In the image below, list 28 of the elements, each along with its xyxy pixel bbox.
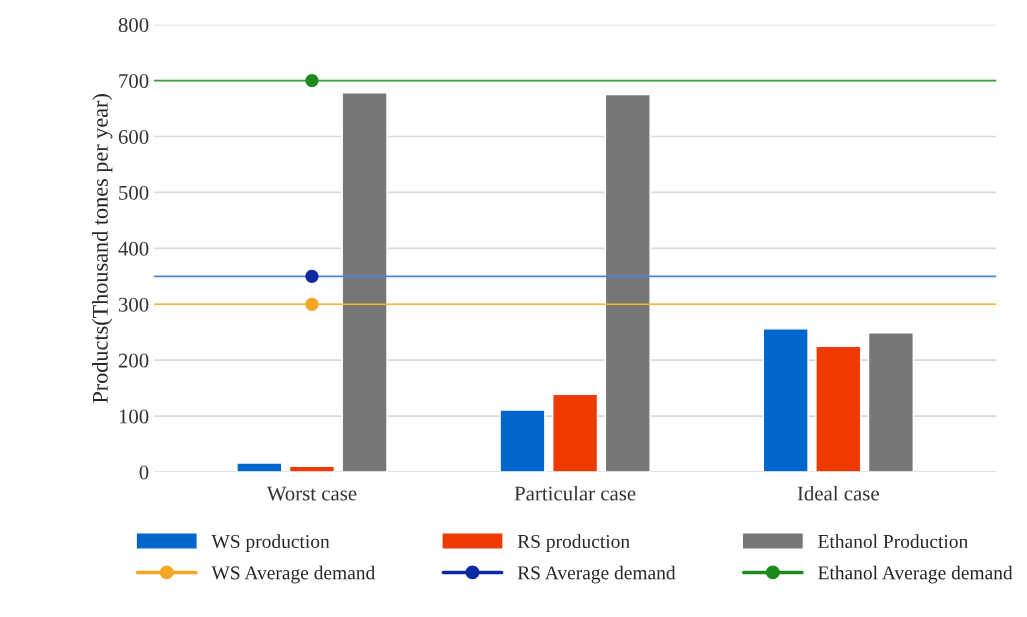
bar — [867, 332, 914, 473]
bar — [288, 465, 336, 473]
bar — [815, 345, 862, 473]
y-tick-label: 500 — [119, 185, 149, 200]
legend-label: WS production — [211, 534, 330, 552]
y-tick-label: 400 — [118, 241, 149, 256]
y-axis-title: Products(Thousand tones per year) — [92, 94, 113, 403]
legend-label: WS Average demand — [211, 565, 376, 584]
bar — [236, 462, 283, 473]
legend-label: Ethanol Production — [818, 534, 968, 549]
x-tick-label: Particular case — [514, 485, 636, 501]
x-tick-label: Worst case — [266, 486, 357, 501]
bar — [552, 393, 599, 473]
legend-label: Ethanol Average demand — [818, 565, 1013, 584]
bar — [499, 409, 546, 473]
legend-label: RS production — [517, 534, 630, 552]
bar — [341, 92, 388, 473]
y-tick-label: 200 — [118, 353, 149, 368]
y-tick-label: 0 — [139, 465, 149, 480]
bar — [762, 328, 809, 473]
bar — [604, 93, 651, 473]
y-tick-label: 600 — [118, 129, 149, 144]
y-tick-label: 100 — [119, 409, 149, 424]
y-tick-label: 300 — [118, 297, 149, 312]
y-tick-label: 700 — [119, 73, 149, 89]
legend-label: RS Average demand — [517, 565, 676, 584]
y-tick-label: 800 — [118, 18, 149, 33]
x-tick-label: Ideal case — [797, 485, 879, 501]
